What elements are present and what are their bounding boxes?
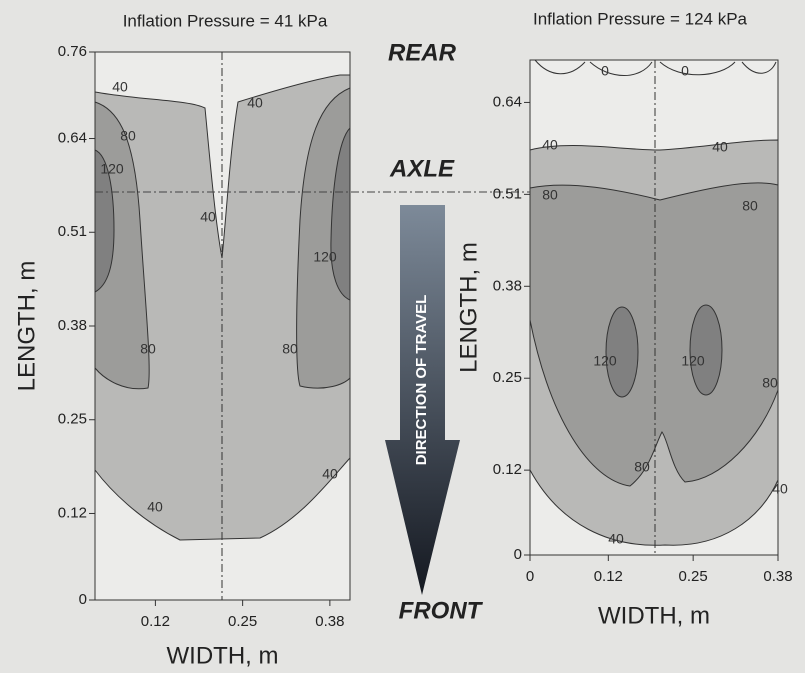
y-axis-label: LENGTH, m: [455, 242, 482, 373]
annotation: AXLE: [389, 155, 455, 182]
contour-120: [689, 304, 723, 396]
contour-label: 40: [247, 95, 263, 111]
y-tick-label: 0: [79, 591, 87, 608]
contour-label: 80: [140, 341, 156, 357]
y-tick-label: 0.51: [58, 223, 87, 240]
x-tick-label: 0.12: [141, 613, 170, 630]
y-tick-label: 0.38: [493, 277, 522, 294]
contour-120: [330, 126, 351, 301]
contour-label: 40: [712, 139, 728, 155]
travel-arrow: [385, 205, 460, 595]
x-axis-label: WIDTH, m: [167, 642, 279, 669]
y-tick-label: 0.64: [58, 129, 87, 146]
contour-0: [534, 59, 777, 76]
chart-title: Inflation Pressure = 41 kPa: [123, 11, 328, 30]
contour-label: 40: [322, 466, 338, 482]
contour-label: 0: [681, 63, 689, 79]
left-contours: [94, 51, 351, 601]
contour-label: 40: [772, 481, 788, 497]
contour-label: 120: [593, 353, 617, 369]
contour-label: 80: [634, 459, 650, 475]
contour-label: 40: [608, 531, 624, 547]
contour-120: [94, 149, 115, 293]
right-contours: [529, 59, 779, 556]
contour-label: 120: [313, 249, 337, 265]
y-tick-label: 0.25: [58, 411, 87, 428]
contour-40: [94, 74, 351, 541]
y-tick-label: 0.38: [58, 317, 87, 334]
x-tick-label: 0: [526, 568, 534, 585]
x-tick-label: 0.12: [594, 568, 623, 585]
contour-80: [296, 87, 351, 389]
contour-label: 40: [200, 209, 216, 225]
y-tick-label: 0.64: [493, 93, 522, 110]
y-tick-label: 0.51: [493, 185, 522, 202]
x-axis-label: WIDTH, m: [598, 602, 710, 629]
y-tick-label: 0.12: [58, 504, 87, 521]
x-tick-label: 0.25: [679, 568, 708, 585]
contour-label: 80: [762, 375, 778, 391]
y-tick-label: 0.25: [493, 369, 522, 386]
chart-title: Inflation Pressure = 124 kPa: [533, 9, 748, 28]
contour-label: 120: [100, 161, 124, 177]
contour-label: 40: [542, 137, 558, 153]
contour-80: [529, 182, 779, 487]
contour-label: 40: [112, 79, 128, 95]
contour-120: [605, 306, 639, 398]
contour-label: 40: [147, 499, 163, 515]
contour-label: 0: [601, 63, 609, 79]
contour-label: 80: [742, 198, 758, 214]
y-axis-label: LENGTH, m: [13, 261, 40, 392]
x-tick-label: 0.38: [315, 613, 344, 630]
annotation: REAR: [388, 39, 457, 66]
y-tick-label: 0.12: [493, 461, 522, 478]
x-tick-label: 0.25: [228, 613, 257, 630]
contour-label: 120: [681, 353, 705, 369]
annotation: FRONT: [399, 597, 484, 624]
contour-label: 80: [120, 128, 136, 144]
contour-label: 80: [542, 187, 558, 203]
contour-label: 80: [282, 341, 298, 357]
y-tick-label: 0.76: [58, 43, 87, 60]
x-tick-label: 0.38: [763, 568, 792, 585]
arrow-label: DIRECTION OF TRAVEL: [413, 295, 430, 466]
y-tick-label: 0: [514, 546, 522, 563]
